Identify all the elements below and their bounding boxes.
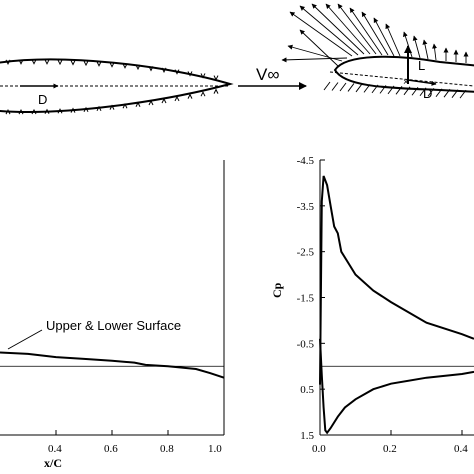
- chart-lifting-cp: -4.5 -3.5 -2.5 -1.5 -0.5 0.5 1.5 0.0 0.2 0.4 Cp: [270, 155, 474, 455]
- suction-vector: [281, 57, 348, 63]
- right-drag-label: D: [423, 86, 432, 101]
- suction-vector: [299, 5, 359, 56]
- suction-vector: [289, 11, 353, 57]
- symmetric-airfoil-diagram: D: [0, 58, 234, 115]
- suction-vector: [325, 3, 371, 55]
- lower-pressure-vector: [339, 82, 347, 92]
- chart-symmetric-cp: 0.4 0.6 0.8 1.0 Upper & Lower Surface x/C: [0, 160, 225, 470]
- suction-vector: [361, 11, 389, 56]
- symmetric-airfoil-pressure-ticks: [5, 59, 219, 115]
- suction-vector: [337, 3, 377, 55]
- lifting-airfoil-outline: [333, 55, 474, 93]
- freestream-label: V∞: [256, 65, 279, 84]
- left-drag-label: D: [38, 92, 47, 107]
- left-chart-series-line: [0, 351, 225, 379]
- lower-pressure-vector: [331, 82, 339, 91]
- right-y-tick-label: -3.5: [297, 201, 315, 213]
- right-chart-x-ticks: 0.0 0.2 0.4: [312, 430, 468, 455]
- lower-pressure-vector: [355, 83, 363, 93]
- right-y-tick-label: -2.5: [297, 247, 315, 259]
- upper-pressure-tick: [83, 60, 89, 67]
- right-y-tick-label: -1.5: [297, 293, 315, 305]
- upper-pressure-tick: [70, 60, 76, 66]
- lower-pressure-tick: [122, 103, 128, 109]
- lower-pressure-tick: [187, 93, 193, 99]
- lower-pressure-tick: [109, 104, 115, 110]
- lower-pressure-tick: [200, 91, 206, 97]
- lower-pressure-tick: [44, 108, 50, 114]
- left-x-tick-label: 0.8: [160, 443, 174, 455]
- lower-pressure-tick: [83, 106, 89, 113]
- right-y-tick-label: -0.5: [297, 338, 315, 350]
- suction-vector: [385, 23, 401, 57]
- lifting-airfoil-diagram: L D ×: [281, 3, 474, 101]
- right-x-tick-label: 0.4: [454, 443, 468, 455]
- lower-pressure-tick: [148, 99, 154, 106]
- suction-vector: [349, 7, 383, 56]
- upper-pressure-tick: [31, 59, 37, 65]
- left-x-tick-label: 0.6: [104, 443, 118, 455]
- upper-pressure-tick: [161, 67, 167, 74]
- upper-pressure-tick: [135, 64, 141, 71]
- upper-pressure-tick: [18, 59, 24, 65]
- lower-pressure-tick: [174, 95, 180, 102]
- right-y-tick-label: 0.5: [300, 384, 314, 396]
- lower-pressure-tick: [96, 105, 102, 112]
- suction-vector: [311, 3, 365, 55]
- left-x-tick-label: 1.0: [208, 443, 222, 455]
- upper-pressure-tick: [109, 62, 115, 68]
- upper-pressure-tick: [187, 71, 193, 77]
- center-of-pressure-marker: ×: [403, 77, 409, 88]
- lifting-airfoil-chord-line: [329, 71, 474, 87]
- right-chart-y-axis-title: Cp: [270, 282, 284, 298]
- lower-pressure-tick: [31, 108, 37, 115]
- left-chart-x-ticks: 0.4 0.6 0.8 1.0: [48, 430, 225, 455]
- right-chart-lower-surface-line: [319, 338, 474, 435]
- lower-pressure-tick: [135, 101, 141, 107]
- right-y-tick-label: -4.5: [297, 155, 315, 167]
- left-chart-x-axis-title: x/C: [44, 456, 62, 470]
- right-chart-upper-surface-line: [319, 175, 474, 385]
- upper-pressure-tick: [200, 73, 206, 79]
- symmetric-airfoil-outline: [0, 58, 234, 113]
- lower-pressure-tick: [161, 97, 167, 104]
- upper-pressure-tick: [5, 59, 11, 65]
- annotation-upper-lower-surface: Upper & Lower Surface: [46, 318, 181, 333]
- left-x-tick-label: 0.4: [48, 443, 62, 455]
- right-chart-y-ticks: -4.5 -3.5 -2.5 -1.5 -0.5 0.5 1.5: [297, 155, 325, 442]
- right-y-tick-label: 1.5: [300, 430, 314, 442]
- right-x-tick-label: 0.2: [383, 443, 397, 455]
- upper-pressure-tick: [96, 61, 102, 67]
- right-x-tick-label: 0.0: [312, 443, 326, 455]
- lower-pressure-vector: [323, 81, 331, 91]
- upper-surface-suction-vectors: [281, 3, 469, 67]
- lower-pressure-tick: [18, 109, 24, 115]
- suction-vector: [432, 43, 438, 61]
- suction-vector: [412, 35, 421, 59]
- suction-vector: [299, 29, 339, 67]
- suction-vector: [422, 39, 429, 60]
- upper-pressure-tick: [213, 75, 219, 81]
- lower-pressure-tick: [70, 107, 76, 113]
- right-drag-arrow: [407, 79, 437, 86]
- upper-pressure-tick: [57, 59, 63, 66]
- lower-pressure-tick: [57, 108, 63, 114]
- freestream-indicator: V∞: [238, 65, 307, 90]
- upper-pressure-tick: [148, 66, 154, 72]
- upper-pressure-tick: [174, 69, 180, 75]
- annotation-leader-line: [7, 329, 43, 350]
- upper-pressure-tick: [44, 59, 50, 65]
- upper-pressure-tick: [122, 63, 128, 69]
- lower-pressure-tick: [213, 88, 219, 94]
- lower-pressure-tick: [5, 108, 11, 115]
- lower-pressure-vector: [347, 83, 355, 92]
- lift-label: L: [418, 58, 425, 73]
- suction-vector: [373, 17, 395, 57]
